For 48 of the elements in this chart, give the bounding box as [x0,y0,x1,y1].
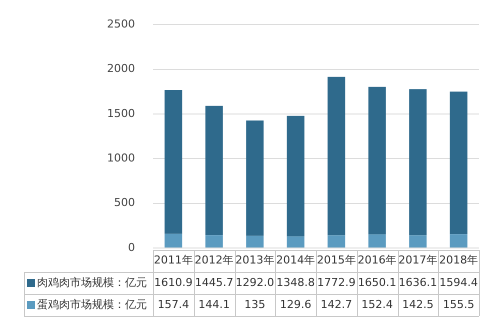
bar [164,234,182,248]
bar [450,234,468,248]
y-tick-label: 2000 [107,62,135,76]
x-tick-label: 2015年 [316,253,356,266]
bar [409,235,427,248]
y-tick-label: 1500 [107,106,135,120]
x-tick-label: 2017年 [398,253,438,266]
data-label: 1636.1 [398,276,438,289]
x-tick-label: 2014年 [276,253,316,266]
data-label: 144.1 [198,298,230,311]
y-tick-label: 2500 [107,17,135,30]
data-label: 135 [244,298,266,311]
bar [368,234,386,248]
data-label: 152.4 [361,298,393,311]
x-tick-label: 2018年 [439,253,478,266]
data-label: 155.5 [442,298,474,311]
bar [328,235,346,248]
legend-label: 肉鸡肉市场规模：亿元 [37,276,147,289]
data-label: 142.5 [402,298,434,311]
legend-label: 蛋鸡肉市场规模：亿元 [37,298,147,311]
data-label: 1594.4 [439,276,478,289]
bar [164,90,182,234]
data-label: 1348.8 [276,276,315,289]
data-label: 1445.7 [194,276,234,289]
data-label: 157.4 [158,298,190,311]
y-tick-label: 0 [128,240,135,254]
x-tick-label: 2016年 [358,253,397,266]
x-tick-label: 2011年 [154,253,193,266]
data-label: 1292.0 [236,276,274,289]
x-tick-label: 2013年 [235,253,274,266]
data-label: 142.7 [320,298,352,311]
y-tick-label: 500 [114,196,135,210]
bar [246,120,264,236]
bar [286,116,304,236]
bar [368,86,386,234]
data-label: 1772.9 [317,276,356,289]
y-tick-label: 1000 [107,152,135,164]
data-label: 1610.9 [154,276,193,289]
x-tick-label: 2012年 [194,253,234,266]
bar [286,236,304,248]
bar [328,76,346,236]
bar [246,236,264,248]
bar [450,92,468,234]
data-label: 129.6 [280,298,312,311]
bar [409,89,427,236]
bar [205,106,223,236]
bar [205,235,223,248]
data-label: 1650.1 [358,276,396,289]
